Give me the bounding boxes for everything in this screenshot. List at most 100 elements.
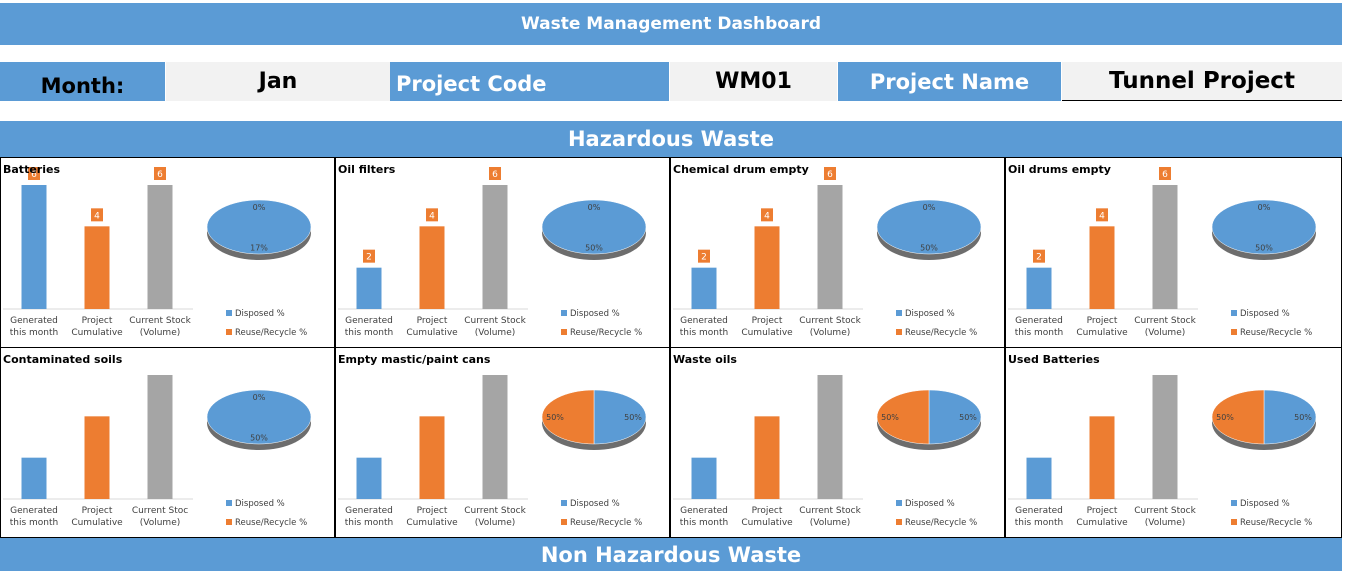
bar [84,416,110,499]
value-label: 2 [366,253,372,263]
bar [817,375,843,499]
project-code-label: Project Code [390,62,669,101]
panel-chart: 50% Disposed % 50% Reuse/Recycle % [673,375,982,528]
bar [419,416,445,499]
legend-label: Reuse/Recycle % [905,328,977,338]
value-label-box [91,208,103,222]
value-label: 6 [157,170,163,180]
bar [754,416,780,499]
pie-label: 0% [253,203,266,212]
chart-title: Waste oils [673,353,737,366]
legend-label: Disposed % [905,309,955,319]
project-name-label: Project Name [838,62,1061,101]
project-name-value: Tunnel Project [1062,62,1342,101]
chart-title: Empty mastic/paint cans [338,353,491,366]
x-tick-label: Project Cumulative [71,506,123,528]
legend-swatch [896,310,902,316]
chart-panel: 2 4 6 50% Disposed % 0% Reuse/Recycle % Chemica… [670,157,1005,348]
bar [419,226,445,309]
value-label-box [824,167,836,180]
panel-chart: 50% Disposed % 50% Reuse/Recycle % [338,375,647,528]
section-title: Hazardous Waste [0,121,1342,157]
chart-panel: 50% Disposed % 50% Reuse/Recycle % Waste oil… [670,347,1005,538]
chart-title: Contaminated soils [3,353,123,366]
chart-panel: 2 4 6 50% Disposed % 0% Reuse/Recycle % Oil dru… [1005,157,1342,348]
x-tick-label: Project Cumulative [1076,506,1128,528]
pie-slice [876,199,982,255]
legend-swatch [1231,500,1237,506]
pie-label: 50% [1294,413,1312,422]
x-tick-label: Project Cumulative [1076,316,1128,338]
value-label-box [1096,208,1108,222]
value-label: 4 [429,211,435,221]
legend-label: Disposed % [570,499,620,509]
pie-label: 50% [920,243,938,252]
legend-swatch [896,329,902,335]
bar [482,375,508,499]
panel-chart: 50% Disposed % 0% Reuse/Recycle % [3,375,312,528]
value-label-box [698,249,710,263]
dashboard-title: Waste Management Dashboard [0,3,1342,45]
legend-swatch [1231,310,1237,316]
x-tick-label: Generated this month [344,316,394,338]
legend-swatch [896,519,902,525]
legend-label: Disposed % [1240,309,1290,319]
x-tick-label: Project Cumulative [406,316,458,338]
value-label: 4 [1099,211,1105,221]
bar [1026,457,1052,499]
legend-label: Reuse/Recycle % [570,518,642,528]
legend-label: Disposed % [570,309,620,319]
chart-panel: 50% Disposed % 0% Reuse/Recycle % Contaminat… [0,347,335,538]
x-tick-label: Generated this month [9,316,59,338]
pie-label: 50% [1255,243,1273,252]
bar [817,185,843,309]
chart-panel: 6 4 6 17% Disposed % 0% Reuse/Recycle % Batteri… [0,157,335,348]
pie-label: 17% [250,243,268,252]
pie-label: 0% [923,203,936,212]
value-label-box [1033,249,1045,263]
pie-slice [1211,389,1265,445]
legend-swatch [226,329,232,335]
legend-swatch [226,500,232,506]
x-tick-label: Generated this month [1014,316,1064,338]
legend-swatch [561,329,567,335]
pie-slice [876,389,930,445]
bar [1152,375,1178,499]
project-code-value: WM01 [670,62,837,101]
pie-label: 50% [881,413,899,422]
legend-label: Disposed % [235,499,285,509]
value-label: 4 [764,211,770,221]
pie-slice [928,389,982,445]
month-label: Month: [0,62,165,101]
legend-swatch [226,310,232,316]
value-label: 6 [1162,170,1168,180]
x-tick-label: Project Cumulative [741,316,793,338]
x-tick-label: Project Cumulative [406,506,458,528]
bar [84,226,110,309]
bar [356,267,382,309]
value-label-box [489,167,501,180]
value-label-box [761,208,773,222]
value-label: 6 [492,170,498,180]
value-label: 6 [31,170,37,180]
legend-swatch [896,500,902,506]
bar [754,226,780,309]
x-tick-label: Current Stoc (Volume) [131,506,189,528]
chart-panel: 2 4 6 50% Disposed % 0% Reuse/Recycle % Oil fil… [335,157,670,348]
legend-swatch [561,519,567,525]
legend-label: Disposed % [905,499,955,509]
panel-chart: 2 4 6 50% Disposed % 0% Reuse/Recycle % [673,167,982,338]
legend-label: Disposed % [235,309,285,319]
pie-label: 50% [959,413,977,422]
legend-label: Reuse/Recycle % [235,328,307,338]
pie-slice [206,389,312,445]
bar [691,457,717,499]
x-tick-label: Current Stock (Volume) [464,506,526,528]
chart-panel: 50% Disposed % 50% Reuse/Recycle % Empty mas… [335,347,670,538]
legend-swatch [1231,329,1237,335]
pie-label: 50% [624,413,642,422]
pie-label: 50% [250,433,268,442]
bar [1152,185,1178,309]
pie-label: 0% [588,203,601,212]
